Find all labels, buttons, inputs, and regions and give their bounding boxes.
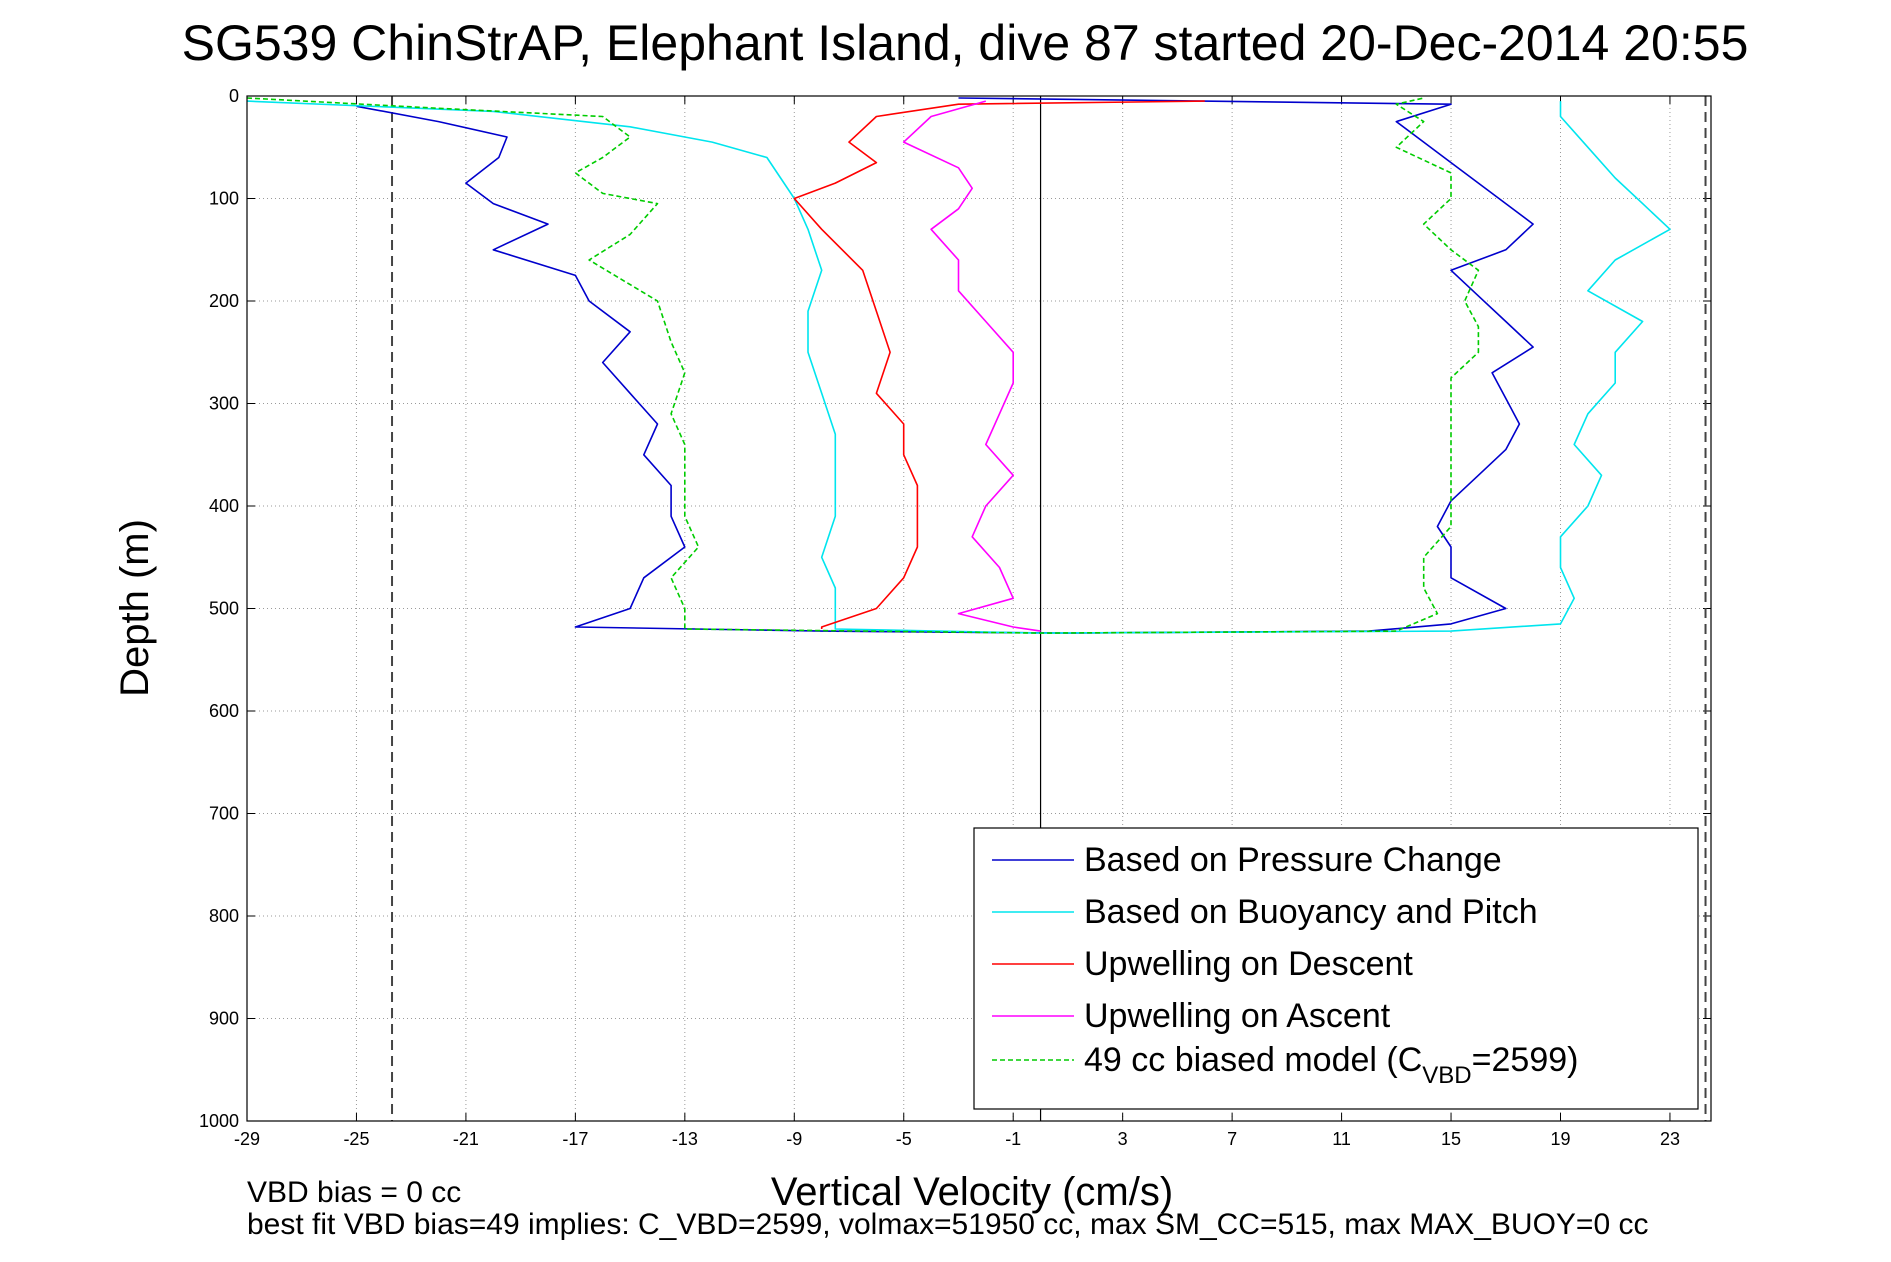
footer-best-fit: best fit VBD bias=49 implies: C_VBD=2599… xyxy=(247,1208,1648,1241)
legend-box xyxy=(973,827,1699,1110)
x-tick-label: 3 xyxy=(1118,1129,1128,1149)
y-tick-label: 800 xyxy=(209,906,239,926)
series-line-4 xyxy=(246,97,1480,634)
series-line-3 xyxy=(902,100,1041,632)
y-tick-label: 100 xyxy=(209,189,239,209)
plot-frame xyxy=(246,95,1712,1122)
x-tick-label: -25 xyxy=(343,1129,369,1149)
series-line-2 xyxy=(793,100,1205,629)
data-series xyxy=(246,97,1671,634)
y-tick-label: 300 xyxy=(209,394,239,414)
y-tick-label: 200 xyxy=(209,291,239,311)
y-tick-label: 400 xyxy=(209,496,239,516)
x-tick-label: -5 xyxy=(896,1129,912,1149)
x-tick-label: 15 xyxy=(1441,1129,1461,1149)
y-tick-label: 1000 xyxy=(199,1111,239,1131)
x-tick-label: -9 xyxy=(786,1129,802,1149)
legend-label-2: Upwelling on Descent xyxy=(1084,945,1413,983)
legend-label-3: Upwelling on Ascent xyxy=(1084,997,1391,1035)
legend-label-1: Based on Buoyancy and Pitch xyxy=(1084,893,1538,931)
y-tick-label: 900 xyxy=(209,1009,239,1029)
chart-title: SG539 ChinStrAP, Elephant Island, dive 8… xyxy=(182,15,1749,71)
y-tick-label: 500 xyxy=(209,599,239,619)
y-tick-labels: 0 100 200 300 400 500 600 700 800 900 1000 xyxy=(199,86,239,1131)
x-tick-label: -29 xyxy=(234,1129,260,1149)
y-tick-label: 600 xyxy=(209,701,239,721)
x-tick-label: 23 xyxy=(1660,1129,1680,1149)
x-tick-label: -21 xyxy=(453,1129,479,1149)
y-tick-label: 700 xyxy=(209,804,239,824)
x-tick-label: -13 xyxy=(672,1129,698,1149)
x-tick-label: 7 xyxy=(1227,1129,1237,1149)
legend-label-4: 49 cc biased model (CVBD=2599) xyxy=(1084,1041,1578,1089)
legend: Based on Pressure Change Based on Buoyanc… xyxy=(973,827,1699,1110)
x-tick-label: -1 xyxy=(1005,1129,1021,1149)
y-tick-label: 0 xyxy=(229,86,239,106)
series-line-0 xyxy=(356,97,1534,634)
x-tick-label: -17 xyxy=(562,1129,588,1149)
x-axis-label: Vertical Velocity (cm/s) xyxy=(771,1170,1173,1214)
x-tick-labels: -29 -25 -21 -17 -13 -9 -5 -1 3 7 11 15 19 23 xyxy=(234,1129,1680,1149)
y-axis-label: Depth (m) xyxy=(113,519,157,697)
footer-vbd-bias: VBD bias = 0 cc xyxy=(247,1176,461,1209)
series-line-1 xyxy=(246,100,1671,634)
x-tick-label: 19 xyxy=(1550,1129,1570,1149)
x-tick-label: 11 xyxy=(1332,1129,1351,1149)
legend-label-0: Based on Pressure Change xyxy=(1084,841,1502,879)
